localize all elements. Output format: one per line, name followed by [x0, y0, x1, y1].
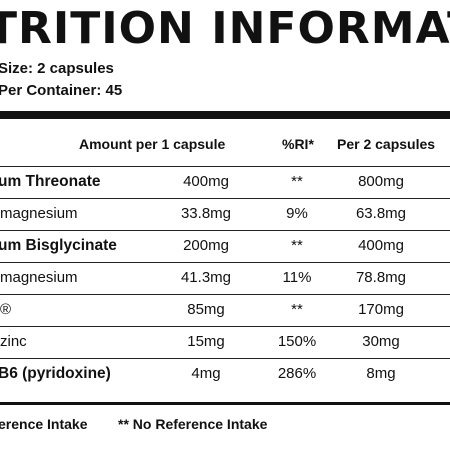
amount-per-2-capsules: 78.8mg: [355, 269, 407, 286]
percent-ri: **: [291, 237, 303, 254]
column-header-per-2-capsules: Per 2 capsules: [337, 136, 436, 152]
row-divider: [0, 198, 450, 199]
nutrient-name: magnesium: [0, 269, 78, 286]
nutrient-name: um Bisglycinate: [0, 237, 117, 254]
amount-per-capsule: 33.8mg: [180, 205, 232, 222]
row-divider: [0, 358, 450, 359]
percent-ri: **: [291, 301, 303, 318]
percent-ri: **: [291, 173, 303, 190]
nutrient-name: ®: [0, 301, 12, 318]
nutrient-name: zinc: [0, 333, 27, 350]
amount-per-2-capsules: 170mg: [358, 301, 404, 318]
percent-ri: 286%: [277, 365, 317, 382]
column-header-amount: Amount per 1 capsule: [79, 136, 226, 152]
footnote-reference-intake: erence Intake: [0, 416, 88, 432]
amount-per-2-capsules: 8mg: [366, 365, 396, 382]
percent-ri: 150%: [277, 333, 317, 350]
servings-per-container: Per Container: 45: [0, 82, 123, 99]
table-row: B6 (pyridoxine) 4mg 286% 8mg: [0, 358, 450, 390]
row-divider: [0, 166, 450, 167]
page-title: TRITION INFORMAT: [0, 3, 450, 54]
column-header-ri: %RI*: [282, 136, 314, 152]
amount-per-2-capsules: 800mg: [358, 173, 404, 190]
amount-per-2-capsules: 400mg: [358, 237, 404, 254]
table-row: magnesium 33.8mg 9% 63.8mg: [0, 198, 450, 230]
table-row: ® 85mg ** 170mg: [0, 294, 450, 326]
row-divider: [0, 326, 450, 327]
amount-per-capsule: 4mg: [191, 365, 221, 382]
row-divider: [0, 262, 450, 263]
row-divider: [0, 230, 450, 231]
amount-per-capsule: 41.3mg: [180, 269, 232, 286]
table-row: magnesium 41.3mg 11% 78.8mg: [0, 262, 450, 294]
percent-ri: 11%: [282, 269, 312, 286]
table-bottom-divider: [0, 402, 450, 405]
amount-per-capsule: 400mg: [183, 173, 229, 190]
nutrient-name: B6 (pyridoxine): [0, 365, 111, 382]
amount-per-capsule: 85mg: [187, 301, 225, 318]
serving-size: Size: 2 capsules: [0, 60, 114, 77]
table-row: um Bisglycinate 200mg ** 400mg: [0, 230, 450, 262]
table-row: um Threonate 400mg ** 800mg: [0, 166, 450, 198]
amount-per-2-capsules: 30mg: [362, 333, 400, 350]
percent-ri: 9%: [286, 205, 308, 222]
row-divider: [0, 294, 450, 295]
amount-per-capsule: 15mg: [187, 333, 225, 350]
amount-per-capsule: 200mg: [183, 237, 229, 254]
table-row: zinc 15mg 150% 30mg: [0, 326, 450, 358]
amount-per-2-capsules: 63.8mg: [355, 205, 407, 222]
header-divider: [0, 111, 450, 119]
footnote-no-reference-intake: ** No Reference Intake: [118, 416, 268, 432]
nutrient-name: magnesium: [0, 205, 78, 222]
nutrient-name: um Threonate: [0, 173, 101, 190]
